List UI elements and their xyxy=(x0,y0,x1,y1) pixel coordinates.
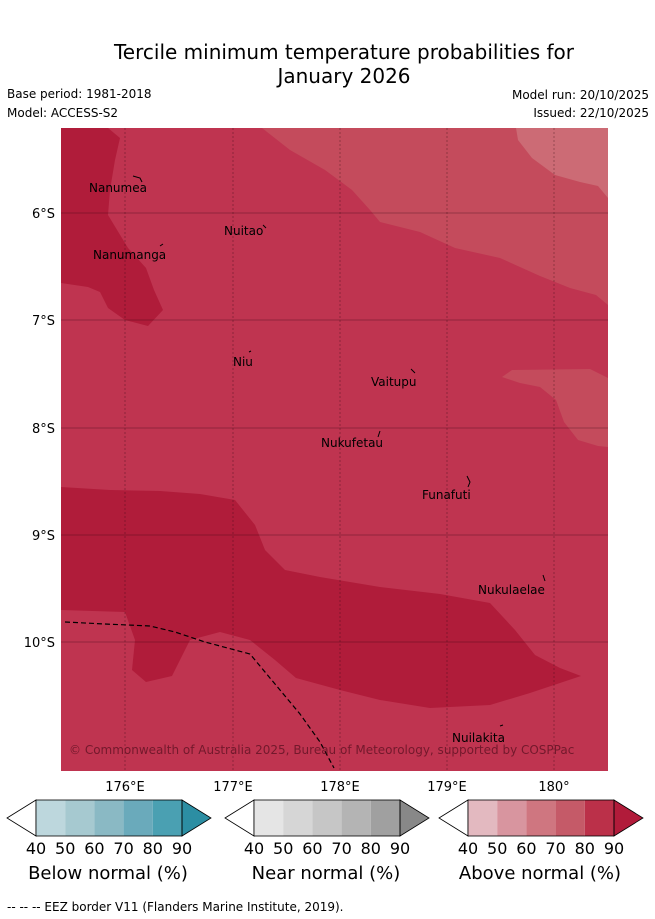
colorbar-tick-label: 60 xyxy=(516,839,536,858)
issued-date: Issued: 22/10/2025 xyxy=(533,106,649,120)
colorbar-segment xyxy=(468,800,498,836)
island-vaitupu xyxy=(410,368,416,374)
colorbar-tick-label: 40 xyxy=(244,839,264,858)
label-nuilakita: Nuilakita xyxy=(452,731,505,745)
lon-label-179e: 179°E xyxy=(427,780,467,795)
colorbar-tick-label: 50 xyxy=(273,839,293,858)
colorbar-tick-label: 90 xyxy=(172,839,192,858)
lat-label-9s: 9°S xyxy=(32,529,55,544)
colorbar-segment xyxy=(152,800,182,836)
island-nanumanga xyxy=(159,243,164,247)
colorbar-tick-label: 90 xyxy=(604,839,624,858)
colorbar-outline xyxy=(35,799,183,837)
latitude-labels: 6°S 7°S 8°S 9°S 10°S xyxy=(24,207,55,651)
colorbar-near-normal: 40 50 60 70 80 90 xyxy=(224,799,430,858)
colorbar-label-above: Above normal (%) xyxy=(458,863,622,884)
colorbar-segment xyxy=(497,800,527,836)
title-line-2: January 2026 xyxy=(277,64,411,88)
region-above-80-90-north-west xyxy=(61,128,163,326)
colorbar-segment xyxy=(370,800,400,836)
region-above-50-60-corner xyxy=(516,128,608,198)
lat-label-6s: 6°S xyxy=(32,207,55,222)
lat-label-10s: 10°S xyxy=(24,636,55,651)
model-run: Model run: 20/10/2025 xyxy=(511,88,649,102)
parallels xyxy=(61,212,608,643)
copyright-notice: © Commonwealth of Australia 2025, Bureau… xyxy=(69,743,574,757)
colorbar-extend-high xyxy=(399,799,430,837)
island-nuitao xyxy=(262,224,267,229)
region-above-60-70-east xyxy=(502,369,608,447)
colorbar-segment xyxy=(526,800,556,836)
label-nukufetau: Nukufetau xyxy=(321,436,383,450)
lat-label-8s: 8°S xyxy=(32,422,55,437)
colorbar-tick-label: 80 xyxy=(143,839,163,858)
colorbar-above-normal: 40 50 60 70 80 90 xyxy=(438,799,644,858)
lon-label-180: 180° xyxy=(538,780,569,795)
label-vaitupu: Vaitupu xyxy=(371,375,417,389)
label-nukulaelae: Nukulaelae xyxy=(478,583,545,597)
colorbar-outline xyxy=(467,799,615,837)
longitude-labels: 176°E 177°E 178°E 179°E 180° xyxy=(105,780,569,795)
colorbar-label-below: Below normal (%) xyxy=(28,863,188,884)
colorbar-tick-label: 40 xyxy=(458,839,478,858)
eez-footnote: -- -- -- EEZ border V11 (Flanders Marine… xyxy=(7,900,344,914)
colorbar-tick-label: 90 xyxy=(390,839,410,858)
colorbar-segment xyxy=(36,800,66,836)
island-nuilakita xyxy=(499,724,504,727)
colorbar-segment xyxy=(94,800,124,836)
colorbar-extend-high xyxy=(613,799,644,837)
colorbar-tick-label: 70 xyxy=(545,839,565,858)
probability-field xyxy=(61,128,608,771)
island-niu xyxy=(248,350,252,353)
lon-label-178e: 178°E xyxy=(320,780,360,795)
colorbar-extend-low xyxy=(6,799,37,837)
label-niu: Niu xyxy=(233,355,253,369)
label-nanumea: Nanumea xyxy=(89,181,147,195)
island-nukulaelae xyxy=(542,574,546,582)
colorbar-tick-label: 50 xyxy=(487,839,507,858)
colorbar-tick-label: 40 xyxy=(26,839,46,858)
colorbar-extend-low xyxy=(438,799,469,837)
island-nukufetau xyxy=(377,430,381,438)
place-labels: Nanumea Nuitao Nanumanga Niu Vaitupu Nuk… xyxy=(89,181,545,745)
title-line-1: Tercile minimum temperature probabilitie… xyxy=(113,40,575,64)
colorbar-segment xyxy=(584,800,614,836)
model-name: Model: ACCESS-S2 xyxy=(7,106,119,120)
colorbar-outline xyxy=(253,799,401,837)
colorbar-tick-label: 60 xyxy=(302,839,322,858)
colorbar-segment xyxy=(65,800,95,836)
colorbar-tick-label: 70 xyxy=(331,839,351,858)
colorbar-tick-label: 80 xyxy=(361,839,381,858)
colorbar-tick-label: 70 xyxy=(113,839,133,858)
islands xyxy=(132,175,546,727)
colorbar-label-near: Near normal (%) xyxy=(251,863,401,884)
colorbar-segment xyxy=(123,800,153,836)
region-above-80-90-south xyxy=(61,487,581,708)
graticule xyxy=(124,128,555,771)
label-funafuti: Funafuti xyxy=(422,488,471,502)
colorbar-tick-label: 80 xyxy=(575,839,595,858)
island-nanumea xyxy=(132,175,143,183)
colorbar-tick-label: 60 xyxy=(84,839,104,858)
label-nuitao: Nuitao xyxy=(224,224,263,238)
colorbar-extend-low xyxy=(224,799,255,837)
colorbar-segment xyxy=(254,800,284,836)
map-title: Tercile minimum temperature probabilitie… xyxy=(60,40,628,88)
colorbar-segment xyxy=(312,800,342,836)
colorbar-segment xyxy=(341,800,371,836)
colorbar-extend-high xyxy=(181,799,212,837)
colorbar-segment xyxy=(555,800,585,836)
eez-border xyxy=(64,621,335,769)
base-period: Base period: 1981-2018 xyxy=(7,87,152,101)
label-nanumanga: Nanumanga xyxy=(93,248,166,262)
island-funafuti xyxy=(466,475,471,488)
colorbar-tick-label: 50 xyxy=(55,839,75,858)
lat-label-7s: 7°S xyxy=(32,314,55,329)
colorbar-below-normal: 40 50 60 70 80 90 xyxy=(6,799,212,858)
colorbar-segment xyxy=(283,800,313,836)
region-above-60-70-north-east xyxy=(262,128,608,305)
lon-label-176e: 176°E xyxy=(105,780,145,795)
lon-label-177e: 177°E xyxy=(213,780,253,795)
